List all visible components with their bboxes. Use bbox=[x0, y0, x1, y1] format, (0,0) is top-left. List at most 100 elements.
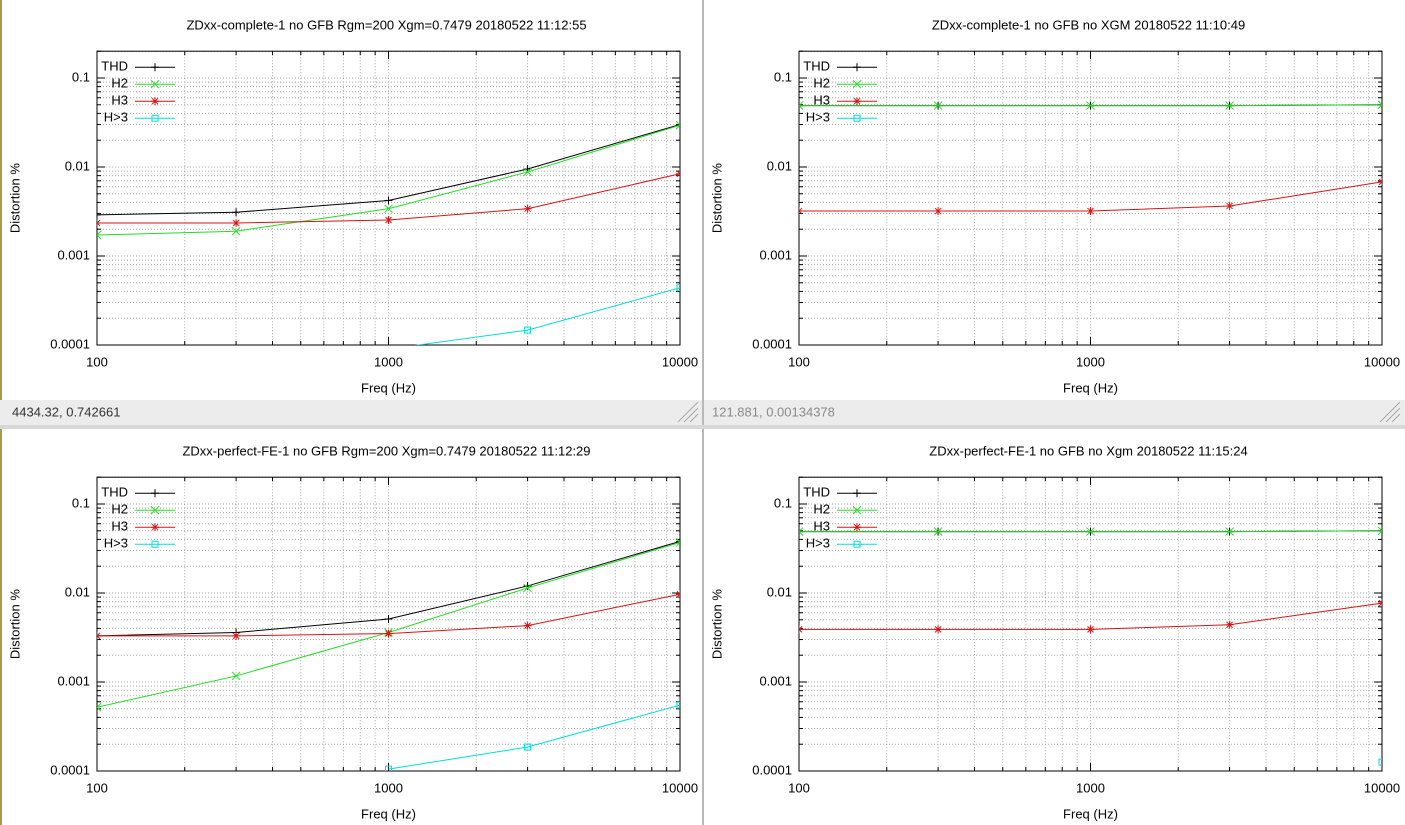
chart-title: ZDxx-perfect-FE-1 no GFB no Xgm 20180522… bbox=[929, 443, 1247, 458]
legend-label: H2 bbox=[111, 76, 128, 91]
x-axis-label: Freq (Hz) bbox=[361, 806, 416, 821]
legend-label: THD bbox=[101, 485, 128, 500]
data-point bbox=[232, 218, 241, 227]
x-axis-label: Freq (Hz) bbox=[1063, 806, 1118, 821]
series-line bbox=[388, 704, 680, 770]
series-group bbox=[97, 120, 680, 345]
data-point bbox=[799, 527, 804, 536]
chart-title: ZDxx-complete-1 no GFB no XGM 20180522 1… bbox=[932, 17, 1245, 32]
series-group bbox=[799, 526, 1382, 766]
series-group bbox=[97, 537, 680, 771]
data-point bbox=[934, 625, 943, 634]
x-axis-label: Freq (Hz) bbox=[1063, 380, 1118, 395]
legend-label: H2 bbox=[813, 502, 830, 517]
status-bar bbox=[704, 400, 1405, 425]
data-point bbox=[1225, 101, 1234, 110]
x-tick-label: 10000 bbox=[662, 354, 698, 369]
data-point bbox=[676, 120, 680, 129]
y-tick-label: 0.001 bbox=[759, 247, 792, 262]
legend-marker bbox=[151, 63, 159, 72]
x-tick-label: 100 bbox=[86, 354, 108, 369]
x-tick-label: 1000 bbox=[1076, 354, 1105, 369]
y-tick-label: 0.01 bbox=[767, 158, 792, 173]
chart-title: ZDxx-complete-1 no GFB Rgm=200 Xgm=0.747… bbox=[186, 17, 586, 32]
legend-marker bbox=[151, 114, 159, 122]
data-point bbox=[1378, 758, 1382, 766]
x-tick-label: 1000 bbox=[1076, 780, 1105, 795]
data-point bbox=[1086, 207, 1095, 216]
y-tick-label: 0.001 bbox=[57, 673, 90, 688]
plot-frame bbox=[798, 50, 1383, 346]
legend-marker bbox=[853, 540, 861, 548]
data-point bbox=[231, 226, 241, 236]
legend-marker bbox=[151, 540, 159, 548]
legend-marker bbox=[151, 97, 159, 106]
x-tick-label: 100 bbox=[788, 354, 810, 369]
legend-label: H3 bbox=[813, 519, 830, 534]
data-point bbox=[524, 326, 532, 334]
y-tick-label: 0.1 bbox=[774, 69, 792, 84]
x-tick-label: 100 bbox=[86, 780, 108, 795]
data-point bbox=[1086, 625, 1095, 634]
y-axis-label: Distortion % bbox=[7, 163, 22, 234]
y-tick-label: 0.1 bbox=[72, 495, 90, 510]
legend-marker bbox=[852, 79, 862, 89]
data-point bbox=[384, 196, 393, 205]
y-tick-label: 0.1 bbox=[72, 69, 90, 84]
plot-frame bbox=[96, 50, 681, 346]
legend-marker bbox=[852, 505, 862, 515]
x-tick-label: 10000 bbox=[1364, 354, 1400, 369]
x-tick-label: 1000 bbox=[374, 780, 403, 795]
status-text: 4434.32, 0.742661 bbox=[12, 404, 120, 419]
data-point bbox=[523, 621, 532, 630]
legend-label: THD bbox=[803, 59, 830, 74]
data-point bbox=[934, 207, 943, 216]
chart-title: ZDxx-perfect-FE-1 no GFB Rgm=200 Xgm=0.7… bbox=[182, 443, 590, 458]
legend-marker bbox=[150, 505, 160, 515]
plot-frame bbox=[96, 476, 681, 772]
legend-marker bbox=[151, 523, 159, 532]
x-tick-label: 100 bbox=[788, 780, 810, 795]
data-point bbox=[675, 120, 680, 130]
legend-marker bbox=[853, 489, 861, 498]
y-tick-label: 0.0001 bbox=[50, 336, 90, 351]
legend-label: H>3 bbox=[104, 110, 128, 125]
resize-grip bbox=[677, 401, 1401, 423]
x-tick-label: 10000 bbox=[662, 780, 698, 795]
y-tick-label: 0.0001 bbox=[752, 336, 792, 351]
y-tick-label: 0.001 bbox=[759, 673, 792, 688]
data-point bbox=[97, 702, 102, 712]
y-tick-label: 0.001 bbox=[57, 247, 90, 262]
data-point bbox=[97, 230, 102, 240]
series-group bbox=[799, 100, 1382, 216]
plot: ZDxx-complete-1 no GFB no XGM 20180522 1… bbox=[709, 17, 1400, 395]
plot: ZDxx-perfect-FE-1 no GFB Rgm=200 Xgm=0.7… bbox=[7, 443, 698, 821]
y-axis-label: Distortion % bbox=[709, 589, 724, 660]
data-point bbox=[1086, 101, 1095, 110]
data-point bbox=[523, 204, 532, 213]
data-point bbox=[675, 538, 680, 547]
data-point bbox=[1225, 620, 1234, 629]
data-point bbox=[384, 215, 393, 224]
legend-label: H2 bbox=[813, 76, 830, 91]
y-axis-label: Distortion % bbox=[7, 589, 22, 660]
y-tick-label: 0.1 bbox=[774, 495, 792, 510]
data-point bbox=[232, 631, 241, 640]
window-shadow bbox=[0, 425, 1405, 429]
data-point bbox=[933, 101, 943, 110]
y-tick-label: 0.01 bbox=[65, 158, 90, 173]
data-point bbox=[676, 284, 680, 292]
data-point bbox=[1225, 527, 1234, 536]
data-point bbox=[523, 167, 532, 177]
legend-marker bbox=[853, 63, 861, 72]
y-axis-label: Distortion % bbox=[709, 163, 724, 234]
data-point bbox=[1225, 201, 1234, 210]
legend-label: H>3 bbox=[104, 536, 128, 551]
data-point bbox=[385, 765, 392, 771]
legend-marker bbox=[853, 523, 861, 532]
data-point bbox=[231, 671, 241, 681]
series-line bbox=[414, 287, 680, 345]
data-point bbox=[523, 583, 532, 593]
y-tick-label: 0.01 bbox=[767, 584, 792, 599]
